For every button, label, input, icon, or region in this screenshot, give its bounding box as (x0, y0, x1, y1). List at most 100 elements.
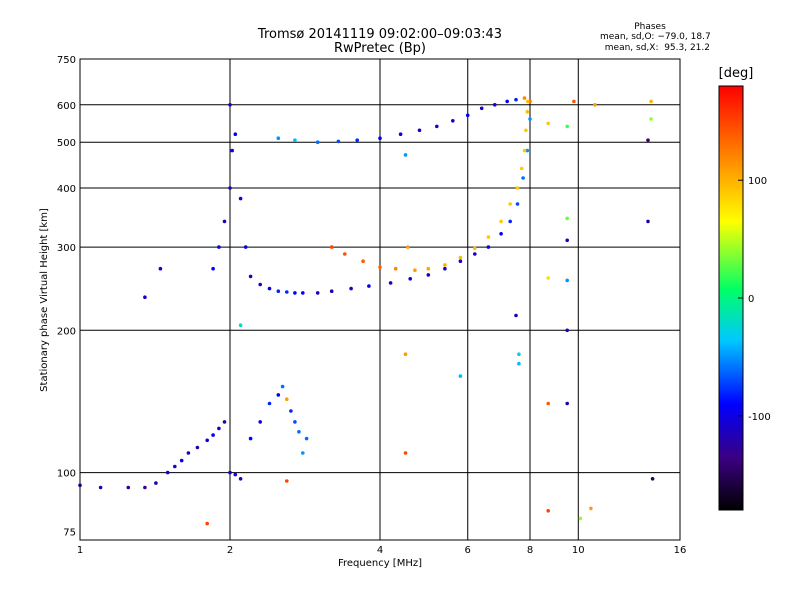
x-tick-label: 8 (527, 545, 533, 556)
data-point (211, 433, 215, 437)
data-point (546, 509, 550, 513)
data-point (426, 266, 431, 271)
data-point (408, 277, 413, 281)
grid-lines (80, 59, 680, 540)
data-point (388, 281, 393, 285)
y-tick-label: 100 (57, 469, 76, 480)
data-point (403, 451, 408, 455)
data-point (304, 436, 309, 441)
data-point (505, 99, 510, 104)
data-point (217, 426, 221, 431)
y-axis-title: Stationary phase Virtual Height [km] (39, 208, 50, 392)
data-point (238, 477, 243, 481)
data-point (499, 232, 503, 236)
y-tick-label: 400 (57, 184, 76, 195)
y-tick-label: 75 (63, 528, 76, 539)
data-point (458, 374, 463, 378)
data-point (406, 245, 410, 249)
data-point (211, 266, 215, 271)
data-point (649, 117, 653, 121)
data-point (525, 110, 530, 114)
data-point (486, 245, 491, 249)
data-point (572, 99, 576, 104)
x-tick-label: 2 (227, 545, 233, 556)
data-point (258, 420, 263, 424)
data-point (336, 139, 341, 144)
data-point (593, 103, 597, 107)
data-point (403, 352, 408, 357)
data-point (565, 328, 569, 333)
colorbar-tick-label: 100 (748, 176, 767, 187)
data-point (378, 136, 382, 140)
data-point (238, 196, 243, 201)
data-point (443, 263, 447, 267)
data-point (205, 438, 209, 443)
data-point (285, 290, 289, 294)
colorbar-tick-label: 0 (748, 294, 754, 305)
colorbar-ticks: 100 0 -100 (738, 176, 771, 423)
data-point (154, 481, 158, 485)
data-point (233, 472, 238, 477)
data-point (514, 313, 518, 318)
data-point (179, 458, 184, 463)
data-point (173, 464, 177, 469)
data-point (451, 119, 455, 123)
data-point (230, 148, 234, 153)
data-point (524, 128, 528, 133)
data-point (195, 445, 200, 450)
data-point (517, 361, 521, 366)
data-point (349, 286, 353, 291)
data-point (233, 132, 238, 136)
data-point (367, 284, 371, 288)
data-point (378, 265, 382, 270)
x-tick-label: 10 (572, 545, 585, 556)
data-point (443, 266, 447, 271)
phases-stats-title: Phases (634, 22, 666, 32)
data-point (285, 397, 289, 402)
data-point (486, 235, 491, 239)
data-point (398, 132, 403, 136)
data-point (426, 273, 431, 277)
data-point (589, 506, 593, 511)
data-point (301, 291, 305, 295)
data-point (646, 138, 650, 142)
y-tick-label: 300 (57, 243, 76, 254)
data-point (499, 219, 503, 224)
y-tick-label: 500 (57, 138, 76, 149)
data-point (276, 136, 281, 140)
data-points (78, 96, 655, 526)
y-tick-label: 750 (57, 55, 76, 66)
data-point (293, 291, 297, 295)
data-point (565, 124, 569, 129)
data-point (528, 117, 532, 121)
x-tick-label: 16 (674, 545, 687, 556)
data-point (514, 97, 518, 102)
y-tick-label: 200 (57, 326, 76, 337)
data-point (267, 401, 272, 406)
data-point (243, 245, 248, 249)
data-point (289, 409, 293, 413)
data-point (222, 219, 227, 224)
data-point (517, 352, 521, 357)
data-point (285, 479, 289, 483)
data-point (293, 138, 297, 142)
data-point (525, 148, 530, 153)
data-point (508, 202, 512, 206)
data-point (403, 153, 408, 157)
data-point (393, 266, 398, 271)
data-point (329, 289, 334, 294)
data-point (578, 516, 583, 521)
data-point (413, 268, 417, 273)
data-point (280, 384, 285, 389)
data-point (228, 186, 232, 190)
data-point (315, 140, 320, 144)
data-point (519, 166, 524, 171)
data-point (361, 259, 365, 264)
data-point (508, 219, 512, 224)
data-point (143, 485, 147, 490)
data-point (228, 470, 232, 475)
data-point (276, 393, 281, 397)
data-point (276, 289, 281, 294)
data-point (248, 274, 253, 279)
